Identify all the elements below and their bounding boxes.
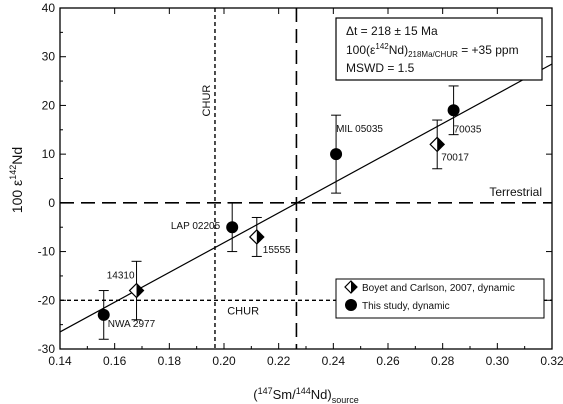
axis-ticks: 0.14 0.16 0.18 0.20 0.22 0.24 0.26 0.28 0.30 0.32…: [38, 1, 563, 368]
y-tick-label: 10: [42, 147, 56, 161]
y-tick-label: -30: [38, 342, 56, 356]
x-tick-label: 0.28: [431, 354, 455, 368]
x-axis-label: (147Sm/144Nd)source: [253, 386, 359, 404]
y-tick-label: 20: [42, 98, 56, 112]
annotation-epsilon: 100(ε142Nd)218Ma/CHUR = +35 ppm: [346, 42, 519, 59]
chur-vertical-label: CHUR: [201, 85, 213, 117]
data-point-circle: [330, 148, 343, 161]
data-point-diamond-fill: [437, 137, 445, 152]
x-tick-label: 0.30: [486, 354, 510, 368]
regression-line-layer: [59, 63, 553, 333]
chur-horizontal-label: CHUR: [227, 305, 259, 317]
x-tick-label: 0.14: [48, 354, 72, 368]
legend-label-boyet: Boyet and Carlson, 2007, dynamic: [362, 283, 515, 294]
data-point-circle: [447, 104, 460, 117]
x-tick-label: 0.16: [103, 354, 127, 368]
annotation-mswd: MSWD = 1.5: [346, 61, 415, 75]
y-tick-label: -20: [38, 293, 56, 307]
x-tick-label: 0.20: [212, 354, 236, 368]
data-point-circle: [226, 221, 239, 234]
data-point-label: NWA 2977: [108, 319, 156, 330]
x-tick-label: 0.24: [322, 354, 346, 368]
x-tick-label: 0.22: [267, 354, 291, 368]
data-point-label: LAP 02205: [171, 221, 221, 232]
data-point-circle: [97, 308, 110, 321]
legend-marker-circle: [345, 299, 357, 311]
legend: Boyet and Carlson, 2007, dynamic This st…: [335, 278, 545, 319]
y-axis-label: 100 ε142Nd: [8, 147, 25, 213]
y-tick-label: 40: [42, 1, 56, 15]
y-tick-label: 30: [42, 50, 56, 64]
x-tick-label: 0.18: [158, 354, 182, 368]
data-point-diamond-fill: [136, 283, 144, 298]
data-point-label: 70035: [454, 124, 482, 135]
data-points: 14310 15555 70017 NWA 2977 LAP 02205 MIL 0503…: [97, 85, 482, 340]
annotation-box: Δt = 218 ± 15 Ma 100(ε142Nd)218Ma/CHUR =…: [335, 17, 543, 81]
terrestrial-label: Terrestrial: [489, 185, 542, 199]
plot-frame: [59, 7, 553, 350]
x-tick-label: 0.32: [540, 354, 563, 368]
data-point-label: 15555: [263, 245, 291, 256]
x-tick-label: 0.26: [376, 354, 400, 368]
y-tick-label: 0: [48, 196, 55, 210]
reference-lines: CHUR CHUR Terrestrial: [60, 8, 552, 349]
legend-marker-diamond: [344, 280, 358, 294]
data-point-label: 14310: [107, 271, 135, 282]
y-tick-label: -10: [38, 245, 56, 259]
annotation-delta-t: Δt = 218 ± 15 Ma: [346, 24, 438, 38]
data-point-label: MIL 05035: [336, 124, 383, 135]
legend-label-this-study: This study, dynamic: [362, 301, 450, 312]
data-point-label: 70017: [441, 152, 469, 163]
regression-line: [59, 63, 553, 333]
data-point-diamond-fill: [256, 229, 264, 244]
